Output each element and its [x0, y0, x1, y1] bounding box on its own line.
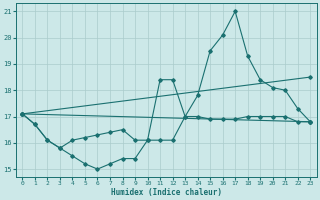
X-axis label: Humidex (Indice chaleur): Humidex (Indice chaleur): [111, 188, 222, 197]
